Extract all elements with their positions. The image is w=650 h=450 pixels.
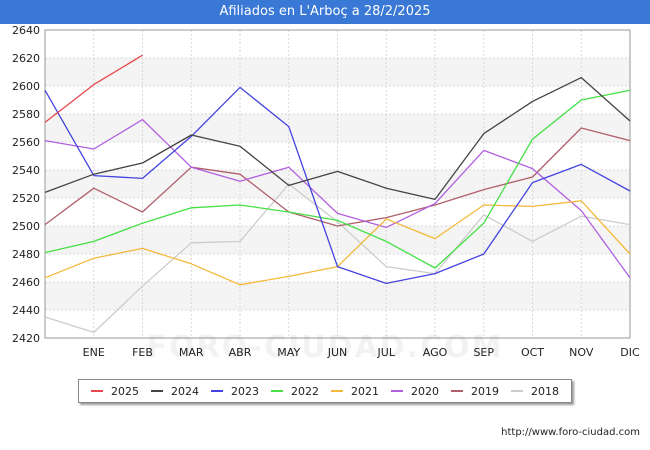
legend-label: 2024 xyxy=(171,384,199,398)
legend-item-2020: 2020 xyxy=(391,385,439,398)
legend-label: 2021 xyxy=(351,384,379,398)
legend-label: 2018 xyxy=(531,384,559,398)
x-tick-label: JUL xyxy=(377,346,396,359)
legend-item-2024: 2024 xyxy=(151,385,199,398)
legend-item-2023: 2023 xyxy=(211,385,259,398)
x-tick-label: ENE xyxy=(83,346,105,359)
legend-swatch xyxy=(211,390,223,392)
chart-title: Afiliados en L'Arboç a 28/2/2025 xyxy=(0,0,650,24)
legend-swatch xyxy=(271,390,283,392)
series-line-2025 xyxy=(44,54,143,123)
legend-label: 2025 xyxy=(111,384,139,398)
series-line-2019 xyxy=(44,127,631,227)
series-line-2022 xyxy=(44,89,631,269)
legend-label: 2022 xyxy=(291,384,319,398)
plot-frame xyxy=(44,29,631,339)
legend-swatch xyxy=(391,390,403,392)
legend-swatch xyxy=(451,390,463,392)
y-tick-label: 2460 xyxy=(12,276,40,289)
legend-item-2025: 2025 xyxy=(91,385,139,398)
legend-item-2022: 2022 xyxy=(271,385,319,398)
y-tick-label: 2620 xyxy=(12,52,40,65)
y-tick-label: 2500 xyxy=(12,220,40,233)
x-tick-label: SEP xyxy=(473,346,494,359)
y-tick-label: 2560 xyxy=(12,136,40,149)
x-tick-label: OCT xyxy=(521,346,544,359)
y-tick-label: 2600 xyxy=(12,80,40,93)
x-tick-label: NOV xyxy=(569,346,594,359)
x-tick-label: DIC xyxy=(620,346,640,359)
legend-item-2018: 2018 xyxy=(511,385,559,398)
y-tick-label: 2540 xyxy=(12,164,40,177)
series-line-2018 xyxy=(44,183,631,334)
legend-item-2021: 2021 xyxy=(331,385,379,398)
y-tick-label: 2580 xyxy=(12,108,40,121)
x-tick-label: MAY xyxy=(277,346,300,359)
x-tick-label: FEB xyxy=(132,346,153,359)
y-tick-label: 2440 xyxy=(12,304,40,317)
x-tick-label: AGO xyxy=(423,346,448,359)
series-line-2023 xyxy=(44,86,631,285)
series-line-2024 xyxy=(44,76,631,201)
legend-label: 2020 xyxy=(411,384,439,398)
legend-swatch xyxy=(91,390,103,392)
legend-item-2019: 2019 xyxy=(451,385,499,398)
y-tick-label: 2640 xyxy=(12,24,40,37)
legend-swatch xyxy=(331,390,343,392)
y-tick-label: 2420 xyxy=(12,332,40,345)
legend-swatch xyxy=(151,390,163,392)
chart-legend: 2025 2024 2023 2022 2021 2020 2019 2018 xyxy=(78,379,572,403)
legend-label: 2019 xyxy=(471,384,499,398)
watermark: FORO-CIUDAD.COM xyxy=(146,330,504,365)
x-tick-label: ABR xyxy=(229,346,252,359)
y-tick-label: 2520 xyxy=(12,192,40,205)
y-tick-label: 2480 xyxy=(12,248,40,261)
x-tick-label: MAR xyxy=(179,346,204,359)
x-tick-label: JUN xyxy=(327,346,348,359)
series-line-2020 xyxy=(44,118,631,279)
legend-swatch xyxy=(511,390,523,392)
footer-url: http://www.foro-ciudad.com xyxy=(501,427,640,438)
legend-label: 2023 xyxy=(231,384,259,398)
